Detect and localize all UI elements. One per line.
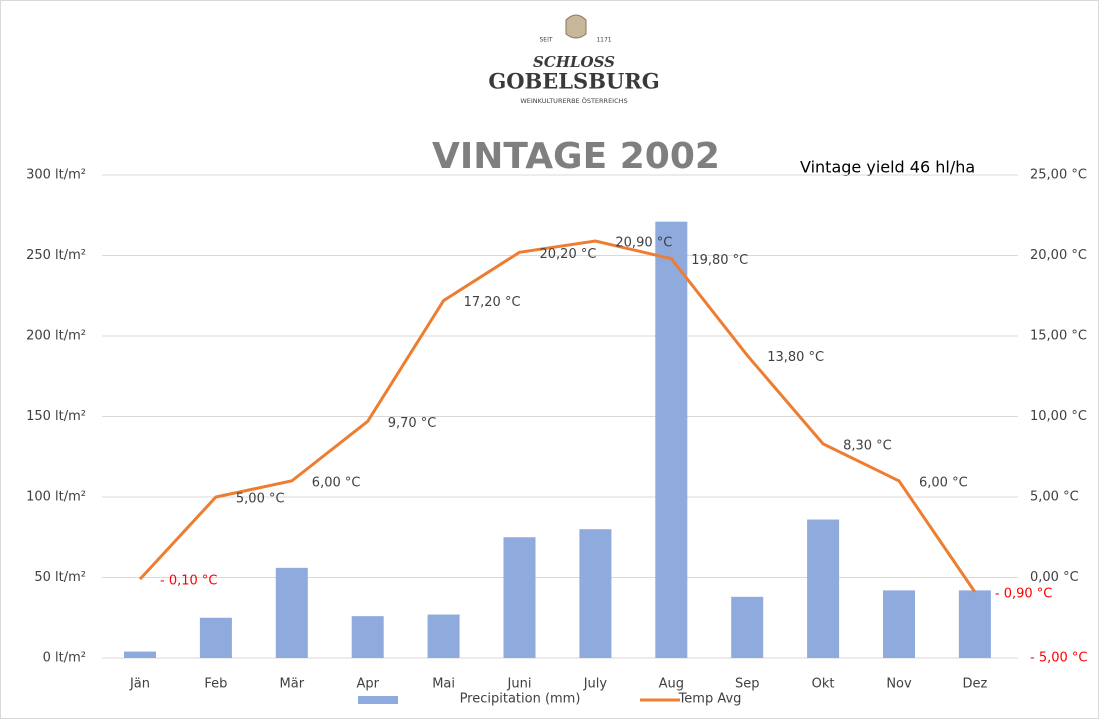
x-tick-label: Feb <box>204 677 227 692</box>
data-label: 19,80 °C <box>691 253 748 268</box>
y2-tick-label: 15,00 °C <box>1030 329 1087 344</box>
y-tick-label: 300 lt/m² <box>26 168 86 183</box>
logo-line1: SCHLOSS <box>533 53 615 71</box>
y-tick-label: 0 lt/m² <box>43 651 86 666</box>
y-tick-label: 250 lt/m² <box>26 248 86 263</box>
bar <box>351 616 384 658</box>
x-tick-label: Juni <box>507 677 532 692</box>
annotation: Vintage yield 46 hl/ha <box>800 158 975 177</box>
logo-line2: GOBELSBURG <box>488 69 659 94</box>
logo-since: SEIT <box>539 37 552 44</box>
legend-label: Precipitation (mm) <box>460 692 581 707</box>
bar <box>807 519 840 658</box>
data-label: 9,70 °C <box>388 416 437 431</box>
bar <box>731 596 764 658</box>
logo-crest <box>565 14 587 39</box>
x-tick-label: Mär <box>280 677 305 692</box>
y2-tick-label: 20,00 °C <box>1030 248 1087 263</box>
data-label: 5,00 °C <box>236 492 285 507</box>
logo-year: 1171 <box>596 37 611 44</box>
y2-tick-label: - 5,00 °C <box>1030 651 1087 666</box>
data-label: 6,00 °C <box>312 475 361 490</box>
bar <box>427 614 460 658</box>
data-label: 6,00 °C <box>919 475 968 490</box>
legend-swatch <box>358 696 398 704</box>
x-tick-label: Apr <box>356 677 379 692</box>
x-tick-label: Jän <box>129 677 150 692</box>
data-label: 17,20 °C <box>464 295 521 310</box>
bar <box>124 651 156 658</box>
bar <box>199 617 232 658</box>
y2-tick-label: 25,00 °C <box>1030 168 1087 183</box>
y-tick-label: 150 lt/m² <box>26 409 86 424</box>
y-tick-label: 200 lt/m² <box>26 329 86 344</box>
bar <box>275 567 308 658</box>
x-tick-label: Nov <box>886 677 912 692</box>
line <box>138 239 977 593</box>
logo-tagline: WEINKULTURERBE ÖSTERREICHS <box>520 96 627 105</box>
y2-tick-label: 0,00 °C <box>1030 570 1079 585</box>
y-tick-label: 100 lt/m² <box>26 490 86 505</box>
y2-tick-label: 10,00 °C <box>1030 409 1087 424</box>
y2-tick-label: 5,00 °C <box>1030 490 1079 505</box>
x-tick-label: Aug <box>659 677 684 692</box>
legend-label: Temp Avg <box>678 692 742 707</box>
bar <box>958 590 991 658</box>
bar <box>883 590 915 658</box>
y-tick-label: 50 lt/m² <box>34 570 86 585</box>
bar <box>655 221 688 658</box>
data-label: 20,90 °C <box>615 236 672 251</box>
x-tick-label: Sep <box>735 677 760 692</box>
data-label: 8,30 °C <box>843 438 892 453</box>
x-tick-label: Mai <box>432 677 455 692</box>
data-label: 13,80 °C <box>767 350 824 365</box>
data-label: - 0,10 °C <box>160 574 217 589</box>
data-label: 20,20 °C <box>540 247 597 262</box>
data-label: - 0,90 °C <box>995 586 1052 601</box>
chart-title: VINTAGE 2002 <box>432 136 720 177</box>
x-tick-label: July <box>583 677 608 692</box>
bar <box>579 529 612 658</box>
x-tick-label: Dez <box>962 677 987 692</box>
x-tick-label: Okt <box>812 677 835 692</box>
bar <box>503 537 536 658</box>
logo: SEIT 1171 SCHLOSS GOBELSBURG WEINKULTURE… <box>488 14 660 105</box>
